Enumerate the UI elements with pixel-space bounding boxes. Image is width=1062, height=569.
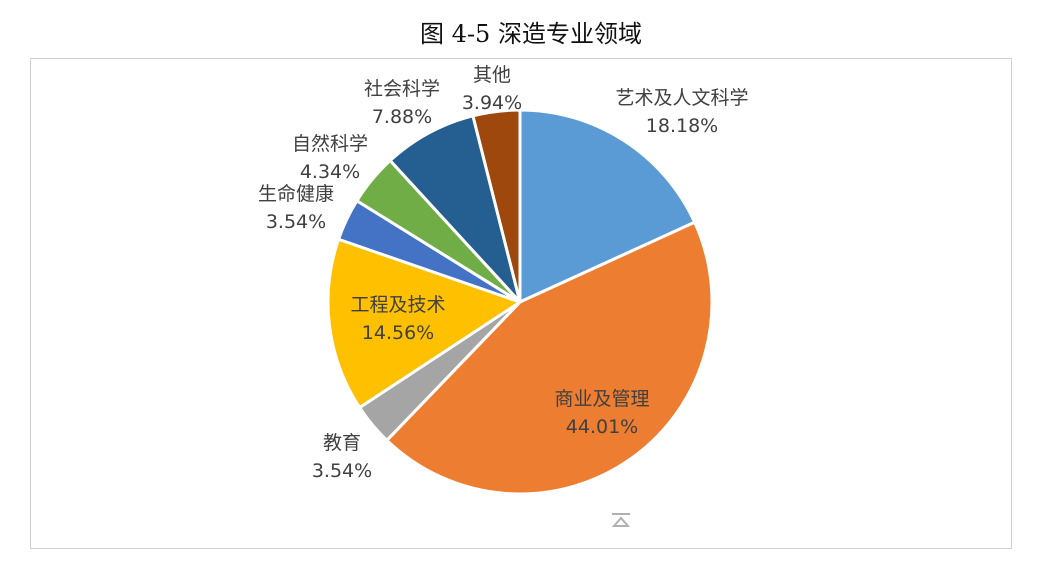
slice-percent-label: 4.34% <box>300 161 360 183</box>
slice-percent-label: 3.54% <box>266 211 326 233</box>
watermark-icon <box>611 513 631 527</box>
pie-slices <box>326 108 714 496</box>
slice-category-label: 工程及技术 <box>350 294 445 316</box>
pie-slice-2 <box>384 220 714 496</box>
chart-title: 图 4-5 深造专业领域 <box>420 20 642 48</box>
slice-category-label: 商业及管理 <box>554 388 649 410</box>
pie-slice-8 <box>471 108 522 303</box>
pie-slice-1 <box>518 108 697 305</box>
slice-category-label: 生命健康 <box>258 183 334 205</box>
pie-slice-4 <box>326 237 524 410</box>
slice-category-label: 自然科学 <box>292 133 368 155</box>
slice-percent-label: 18.18% <box>646 115 718 137</box>
slice-category-label: 教育 <box>323 432 361 454</box>
slice-percent-label: 7.88% <box>372 106 432 128</box>
slice-percent-label: 3.94% <box>462 92 522 114</box>
slice-category-label: 艺术及人文科学 <box>615 87 748 109</box>
slice-category-label: 其他 <box>473 64 511 86</box>
slice-percent-label: 14.56% <box>362 322 434 344</box>
pie-labels: 艺术及人文科学 18.18% 商业及管理 44.01% 教育 3.54% 工程及技术 14.5… <box>258 64 749 482</box>
slice-percent-label: 44.01% <box>566 416 638 438</box>
slice-category-label: 社会科学 <box>364 78 440 100</box>
slice-percent-label: 3.54% <box>312 460 372 482</box>
pie-slice-7 <box>388 114 522 304</box>
